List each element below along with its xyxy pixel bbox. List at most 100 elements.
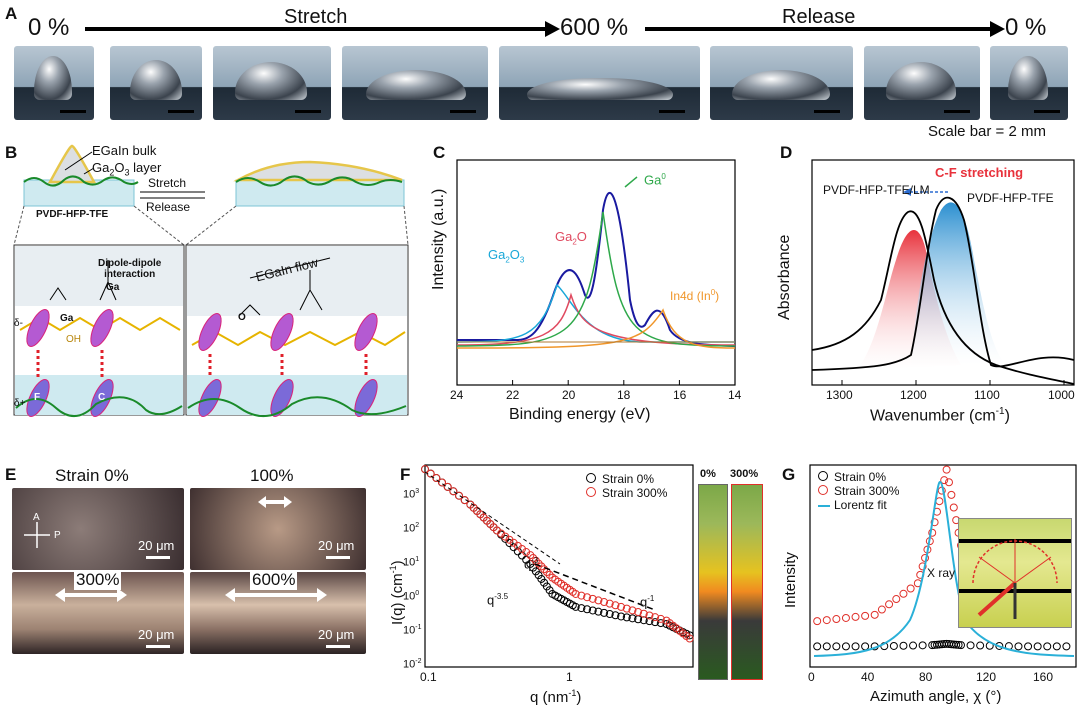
saxs-point — [460, 496, 469, 505]
xps-xlabel: Binding energy (eV) — [509, 406, 651, 423]
azimuth-point — [1043, 642, 1052, 651]
saxs-point — [605, 599, 614, 608]
stretch-direction-arrow-100 — [258, 496, 292, 508]
saxs-pattern-300 — [731, 484, 763, 680]
saxs-point — [571, 602, 580, 611]
azimuth-point — [861, 611, 870, 620]
droplet-photo-2 — [110, 46, 202, 120]
saxs-point — [611, 601, 620, 610]
azimuth-point — [1033, 642, 1042, 651]
panel-e-label: E — [5, 465, 17, 484]
droplet-photo-7 — [864, 46, 980, 120]
panel-g-label: G — [782, 465, 796, 484]
azimuth-point — [1014, 642, 1023, 651]
saxs-point — [651, 613, 660, 622]
azimuth-point — [952, 640, 961, 649]
inset-0-label: 0% — [700, 468, 716, 480]
saxs-point — [605, 610, 614, 619]
azimuth-point — [940, 476, 949, 485]
saxs-xlabel: q (nm-1) — [530, 688, 582, 706]
scale-bar-0 — [146, 556, 170, 559]
azimuth-point — [928, 528, 937, 537]
azimuth-point — [949, 503, 958, 512]
saxs-point — [594, 607, 603, 616]
saxs-point — [611, 611, 620, 620]
inset-300-label: 300% — [730, 468, 759, 480]
ftir-xlabel: Wavenumber (cm-1) — [870, 406, 1010, 425]
panel-a-label: A — [5, 4, 18, 23]
oh-label: OH — [66, 334, 81, 345]
droplet-photo-5 — [499, 46, 700, 120]
azimuth-point — [1024, 642, 1033, 651]
legend-marker-300 — [586, 487, 596, 497]
axis-p-label: P — [54, 530, 61, 541]
saxs-point — [588, 606, 597, 615]
strain100-title: 100% — [250, 466, 294, 485]
droplet-photo-4 — [342, 46, 488, 120]
azimuth-point — [889, 641, 898, 650]
saxs-point — [513, 547, 522, 556]
saxs-point — [634, 608, 643, 617]
ga-atom-label-2: Ga — [106, 282, 120, 293]
f-atom-label: F — [34, 392, 41, 403]
saxs-point — [622, 613, 631, 622]
saxs-xtick-0: 0.1 — [420, 670, 437, 684]
azimuth-point — [870, 610, 879, 619]
azimuth-point — [851, 642, 860, 651]
scale-label-600: 20 μm — [318, 627, 355, 642]
azimuth-point — [1052, 642, 1061, 651]
scale-label-300: 20 μm — [138, 627, 175, 642]
saxs-point — [600, 608, 609, 617]
azimuth-point — [813, 617, 822, 626]
azimuth-point — [956, 641, 965, 650]
saxs-point — [537, 562, 546, 571]
saxs-point — [628, 614, 637, 623]
droplet-photo-1 — [14, 46, 94, 120]
droplet-photo-3 — [213, 46, 331, 120]
stretch-direction-arrow-300 — [55, 588, 127, 602]
azimuth-point — [947, 490, 956, 499]
strain-mid-label: 600 % — [560, 14, 629, 41]
saxs-chart — [421, 464, 694, 668]
saxs-point — [622, 604, 631, 613]
azimuth-point — [892, 595, 901, 604]
saxs-point — [529, 553, 538, 562]
azimuth-point — [1062, 642, 1071, 651]
stretch-arrow — [85, 21, 560, 37]
azimuth-point — [918, 641, 927, 650]
saxs-point — [583, 605, 592, 614]
saxs-point — [639, 616, 648, 625]
saxs-point — [526, 551, 535, 560]
azimuth-point — [899, 589, 908, 598]
azimuth-point — [976, 641, 985, 650]
azimuth-point — [906, 584, 915, 593]
q1-label: q-1 — [640, 594, 655, 610]
azimuth-point — [813, 642, 822, 651]
panel-f-label: F — [400, 465, 411, 484]
g-legend-marker-300 — [818, 485, 828, 495]
saxs-point — [509, 543, 518, 552]
cf-stretching-label: C-F stretching — [935, 165, 1024, 180]
strain-start-label: 0 % — [28, 14, 70, 41]
xray-label: X ray — [927, 566, 956, 580]
substrate-label: PVDF-HFP-TFE — [36, 209, 109, 220]
saxs-point — [455, 491, 464, 500]
ga2o3-label: Ga2O3 — [488, 247, 525, 265]
release-label: Release — [782, 6, 856, 28]
dipole-label: Dipole-dipole interaction — [98, 258, 162, 280]
axis-a-label: A — [33, 512, 40, 523]
scale-bar-caption: Scale bar = 2 mm — [928, 123, 1046, 140]
azimuth-xlabel: Azimuth angle, χ (°) — [870, 688, 1002, 705]
strain0-title: Strain 0% — [55, 466, 129, 485]
o-atom-label: O — [238, 312, 246, 323]
stretch-arrow-label: Stretch — [148, 176, 187, 190]
ga2o-label: Ga2O — [555, 229, 587, 247]
saxs-point — [438, 478, 447, 487]
saxs-point — [583, 593, 592, 602]
scale-bar-300 — [146, 645, 170, 648]
legend-marker-0 — [586, 473, 596, 483]
saxs-point — [577, 604, 586, 613]
azimuth-point — [942, 465, 951, 474]
azimuth-point — [832, 615, 841, 624]
saxs-point — [545, 570, 554, 579]
